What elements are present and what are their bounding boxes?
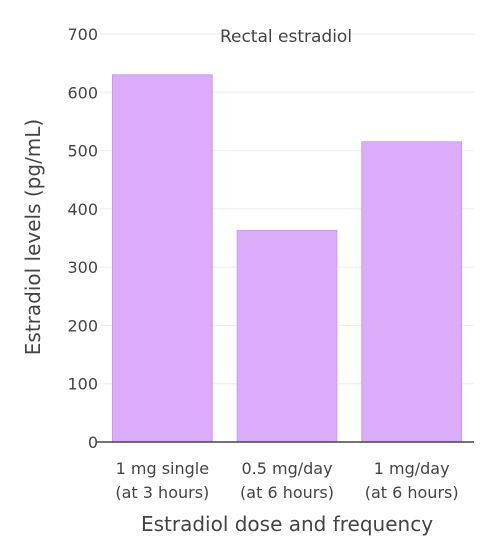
y-tick-label: 100: [67, 375, 98, 394]
bar: [111, 74, 213, 443]
chart-title: Rectal estradiol: [220, 27, 352, 47]
x-tick-labels: 1 mg single (at 3 hours) 0.5 mg/day (at 6 h…: [115, 459, 458, 502]
x-tick-label: 1 mg single: [116, 459, 209, 478]
bar: [361, 141, 463, 443]
x-tick-label: 0.5 mg/day: [241, 459, 332, 478]
x-tick-label: (at 3 hours): [115, 483, 209, 502]
y-tick-label: 600: [67, 83, 98, 102]
y-axis-title: Estradiol levels (pg/mL): [21, 119, 45, 355]
y-tick-label: 0: [88, 433, 98, 452]
y-tick-label: 200: [67, 316, 98, 335]
bar: [236, 229, 338, 443]
y-tick-label: 300: [67, 258, 98, 277]
x-tick-label: (at 6 hours): [240, 483, 334, 502]
x-tick-label: (at 6 hours): [365, 483, 459, 502]
x-tick-label: 1 mg/day: [374, 459, 450, 478]
x-axis-title: Estradiol dose and frequency: [141, 512, 433, 536]
y-tick-labels: 0 100 200 300 400 500 600 700: [67, 25, 98, 452]
y-tick-label: 400: [67, 200, 98, 219]
bars: [111, 74, 463, 443]
y-tick-label: 500: [67, 142, 98, 161]
y-tick-label: 700: [67, 25, 98, 44]
